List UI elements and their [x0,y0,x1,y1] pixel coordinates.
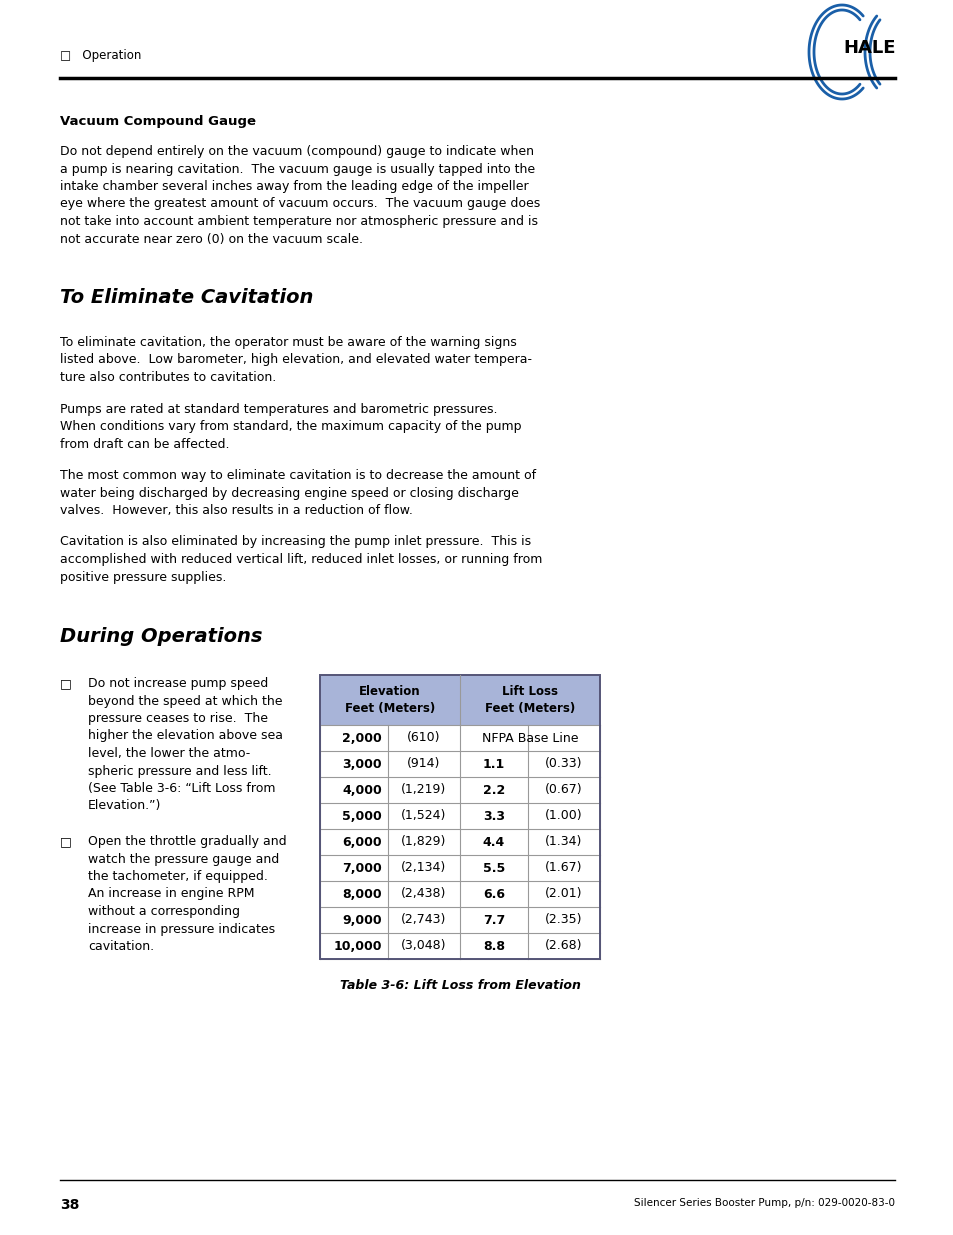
FancyBboxPatch shape [319,751,599,777]
Text: □   Operation: □ Operation [60,48,141,62]
Text: Pumps are rated at standard temperatures and barometric pressures.: Pumps are rated at standard temperatures… [60,403,497,415]
Text: Do not depend entirely on the vacuum (compound) gauge to indicate when: Do not depend entirely on the vacuum (co… [60,144,534,158]
Text: accomplished with reduced vertical lift, reduced inlet losses, or running from: accomplished with reduced vertical lift,… [60,553,542,566]
FancyBboxPatch shape [319,906,599,932]
Text: 8,000: 8,000 [342,888,381,900]
Text: a pump is nearing cavitation.  The vacuum gauge is usually tapped into the: a pump is nearing cavitation. The vacuum… [60,163,535,175]
FancyBboxPatch shape [319,829,599,855]
Text: During Operations: During Operations [60,627,262,646]
Text: water being discharged by decreasing engine speed or closing discharge: water being discharged by decreasing eng… [60,487,518,499]
Text: 3.3: 3.3 [482,809,504,823]
Text: level, the lower the atmo-: level, the lower the atmo- [88,747,250,760]
Text: 6.6: 6.6 [482,888,504,900]
Text: without a corresponding: without a corresponding [88,905,240,918]
Text: pressure ceases to rise.  The: pressure ceases to rise. The [88,713,268,725]
Text: (1,219): (1,219) [401,783,446,797]
Text: 4.4: 4.4 [482,836,504,848]
Text: Elevation
Feet (Meters): Elevation Feet (Meters) [345,685,435,715]
Text: the tachometer, if equipped.: the tachometer, if equipped. [88,869,268,883]
Text: (2.35): (2.35) [545,914,582,926]
Text: (1,829): (1,829) [401,836,446,848]
Text: 1.1: 1.1 [482,757,504,771]
Text: (2.01): (2.01) [545,888,582,900]
Text: 5.5: 5.5 [482,862,504,874]
Text: HALE: HALE [842,40,895,57]
Text: valves.  However, this also results in a reduction of flow.: valves. However, this also results in a … [60,504,413,517]
FancyBboxPatch shape [319,725,599,751]
Text: Open the throttle gradually and: Open the throttle gradually and [88,835,286,848]
Text: increase in pressure indicates: increase in pressure indicates [88,923,274,935]
Text: higher the elevation above sea: higher the elevation above sea [88,730,283,742]
Text: not take into account ambient temperature nor atmospheric pressure and is: not take into account ambient temperatur… [60,215,537,228]
Text: watch the pressure gauge and: watch the pressure gauge and [88,852,279,866]
Text: beyond the speed at which the: beyond the speed at which the [88,694,282,708]
Text: listed above.  Low barometer, high elevation, and elevated water tempera-: listed above. Low barometer, high elevat… [60,353,532,367]
Text: (See Table 3-6: “Lift Loss from: (See Table 3-6: “Lift Loss from [88,782,275,795]
Text: 2,000: 2,000 [342,731,381,745]
FancyBboxPatch shape [319,881,599,906]
Text: When conditions vary from standard, the maximum capacity of the pump: When conditions vary from standard, the … [60,420,521,433]
Text: 3,000: 3,000 [342,757,381,771]
Text: NFPA Base Line: NFPA Base Line [481,731,578,745]
Text: 5,000: 5,000 [342,809,381,823]
Text: 6,000: 6,000 [342,836,381,848]
Text: 2.2: 2.2 [482,783,504,797]
FancyBboxPatch shape [459,676,599,725]
Text: (1,524): (1,524) [401,809,446,823]
Text: (2.68): (2.68) [545,940,582,952]
Text: Cavitation is also eliminated by increasing the pump inlet pressure.  This is: Cavitation is also eliminated by increas… [60,536,531,548]
Text: (3,048): (3,048) [401,940,446,952]
Text: (2,438): (2,438) [401,888,446,900]
Text: intake chamber several inches away from the leading edge of the impeller: intake chamber several inches away from … [60,180,528,193]
Text: Table 3-6: Lift Loss from Elevation: Table 3-6: Lift Loss from Elevation [339,979,579,992]
Text: (1.34): (1.34) [545,836,582,848]
Text: An increase in engine RPM: An increase in engine RPM [88,888,254,900]
Text: 38: 38 [60,1198,79,1212]
Text: Vacuum Compound Gauge: Vacuum Compound Gauge [60,115,255,128]
Text: □: □ [60,677,71,690]
Text: (610): (610) [407,731,440,745]
Text: (2,743): (2,743) [401,914,446,926]
Text: 4,000: 4,000 [342,783,381,797]
Text: 8.8: 8.8 [482,940,504,952]
Text: from draft can be affected.: from draft can be affected. [60,437,230,451]
Text: □: □ [60,835,71,848]
Text: 7,000: 7,000 [342,862,381,874]
Text: Silencer Series Booster Pump, p/n: 029-0020-83-0: Silencer Series Booster Pump, p/n: 029-0… [634,1198,894,1208]
Text: (914): (914) [407,757,440,771]
Text: Elevation.”): Elevation.”) [88,799,161,813]
Text: ture also contributes to cavitation.: ture also contributes to cavitation. [60,370,276,384]
Text: 7.7: 7.7 [482,914,504,926]
Text: (0.33): (0.33) [545,757,582,771]
FancyBboxPatch shape [319,803,599,829]
Text: cavitation.: cavitation. [88,940,154,953]
Text: 9,000: 9,000 [342,914,381,926]
Text: The most common way to eliminate cavitation is to decrease the amount of: The most common way to eliminate cavitat… [60,469,536,482]
Text: spheric pressure and less lift.: spheric pressure and less lift. [88,764,272,778]
Text: eye where the greatest amount of vacuum occurs.  The vacuum gauge does: eye where the greatest amount of vacuum … [60,198,539,210]
FancyBboxPatch shape [319,855,599,881]
Text: To eliminate cavitation, the operator must be aware of the warning signs: To eliminate cavitation, the operator mu… [60,336,517,350]
Text: (0.67): (0.67) [544,783,582,797]
Text: Lift Loss
Feet (Meters): Lift Loss Feet (Meters) [484,685,575,715]
Text: not accurate near zero (0) on the vacuum scale.: not accurate near zero (0) on the vacuum… [60,232,363,246]
FancyBboxPatch shape [319,676,459,725]
Text: To Eliminate Cavitation: To Eliminate Cavitation [60,288,313,308]
FancyBboxPatch shape [319,932,599,960]
Text: 10,000: 10,000 [334,940,381,952]
Text: (1.00): (1.00) [544,809,582,823]
Text: Do not increase pump speed: Do not increase pump speed [88,677,268,690]
Text: (1.67): (1.67) [545,862,582,874]
Text: positive pressure supplies.: positive pressure supplies. [60,571,226,583]
Text: (2,134): (2,134) [401,862,446,874]
FancyBboxPatch shape [319,777,599,803]
